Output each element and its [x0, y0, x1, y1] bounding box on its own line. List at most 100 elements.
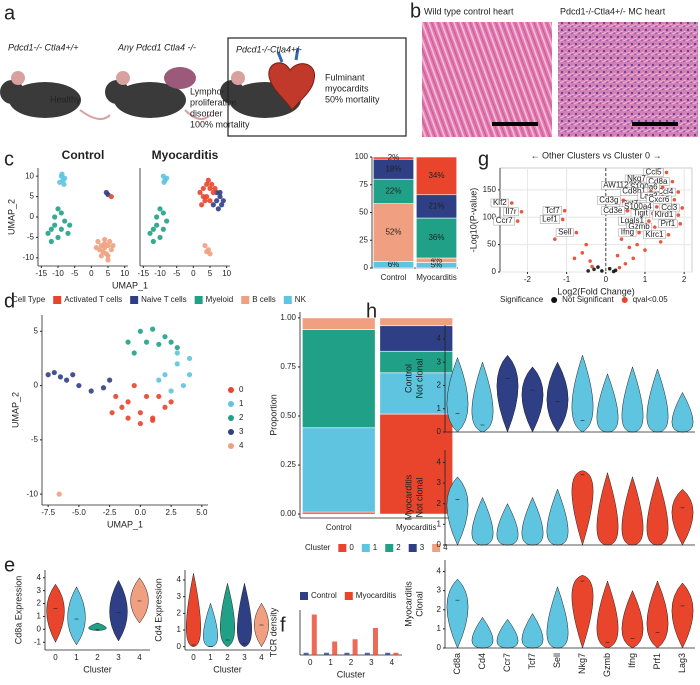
y-tick-label: 50 — [487, 240, 496, 249]
point — [57, 179, 63, 185]
y-tick-label: 100 — [355, 152, 369, 161]
point — [174, 361, 180, 367]
legend-label: Myocarditis — [356, 591, 396, 600]
point-label: Cxcr6 — [648, 195, 669, 204]
x-tick-label: -10 — [154, 269, 166, 278]
point — [168, 388, 174, 394]
legend-label: Activated T cells — [64, 295, 122, 304]
x-tick-label: 4 — [137, 653, 142, 662]
y-tick-label: 0 — [30, 212, 35, 221]
y-tick-label: 0 — [492, 267, 497, 276]
point — [137, 410, 143, 416]
bar-segment — [379, 325, 453, 352]
legend-label: 2 — [396, 543, 401, 552]
point — [666, 232, 671, 237]
point — [63, 377, 70, 383]
point — [635, 242, 639, 247]
label-box — [646, 195, 672, 204]
x-tick-label: Cd8a — [452, 653, 462, 675]
x-tick-label: 5 — [208, 269, 213, 278]
row-label: Not clonal — [414, 358, 424, 398]
y-tick-label: 4 — [437, 334, 442, 343]
x-axis-label: UMAP_1 — [112, 280, 148, 290]
legend-label: Not Significant — [562, 295, 614, 304]
density-strip — [311, 614, 317, 655]
violin — [446, 356, 469, 433]
x-tick-label: 3 — [369, 658, 374, 667]
legend-swatch — [408, 544, 417, 552]
point-label: Tcf7 — [545, 206, 560, 215]
point — [212, 185, 218, 192]
y-axis-label: TCR density — [268, 607, 278, 657]
point-label: Klf2 — [493, 198, 507, 207]
point — [660, 185, 665, 189]
value-label: 34% — [428, 171, 444, 180]
y-axis-label: Cd4 Expression — [153, 578, 163, 642]
legend-label: qval<0.05 — [633, 295, 668, 304]
row-label: Not clonal — [414, 477, 424, 517]
violin — [671, 488, 694, 546]
point — [58, 226, 64, 232]
point — [93, 245, 99, 251]
bar-segment — [379, 317, 453, 327]
point — [143, 393, 150, 400]
point — [55, 206, 61, 212]
point — [143, 339, 150, 345]
x-tick-label: 4 — [390, 658, 395, 667]
y-tick-label: 75 — [359, 180, 368, 189]
point — [199, 202, 205, 208]
point-label: Il7r — [505, 207, 516, 216]
bar-segment — [372, 178, 415, 204]
value-label: 21% — [428, 202, 444, 211]
violin — [596, 471, 619, 546]
point — [168, 399, 174, 405]
y-axis-label: -Log10(P-value) — [468, 188, 478, 253]
legend-label: 0 — [239, 385, 244, 394]
value-label: 36% — [428, 233, 444, 242]
point-label: Ccl3 — [661, 203, 678, 212]
violin — [646, 476, 669, 546]
y-axis-label: Cd8a Expression — [13, 576, 23, 645]
point — [45, 230, 51, 236]
x-tick-label: Cd4 — [477, 653, 487, 670]
legend-label: 2 — [239, 413, 244, 422]
y-tick-label: 1 — [37, 612, 42, 621]
legend-label: 4 — [443, 543, 448, 552]
density-strip — [352, 639, 358, 655]
bar-segment — [415, 156, 458, 196]
y-tick-label: 2 — [437, 381, 442, 390]
x-tick-label: Tcf7 — [527, 653, 537, 670]
point-label: Lef1 — [542, 215, 558, 224]
x-tick-label: 2 — [95, 653, 100, 662]
x-tick-label: -5 — [71, 269, 79, 278]
violin — [571, 470, 594, 546]
point — [160, 226, 166, 232]
x-tick-label: -15 — [36, 269, 48, 278]
y-tick-label: 2 — [177, 608, 182, 617]
violin — [596, 580, 619, 649]
point — [62, 175, 68, 181]
density-strip — [303, 652, 309, 655]
point — [202, 242, 208, 249]
point — [150, 226, 156, 232]
y-tick-label: 3 — [437, 478, 442, 487]
point — [617, 265, 622, 270]
violin — [621, 366, 644, 433]
bar-segment — [415, 217, 458, 259]
x-tick-label: 2 — [225, 653, 230, 662]
x-tick-label: Myocarditis — [396, 523, 436, 532]
violin — [671, 582, 694, 649]
label-box — [490, 198, 510, 208]
point — [109, 410, 115, 416]
bar-segment — [302, 427, 376, 513]
x-tick-label: Lag3 — [677, 653, 687, 673]
point — [125, 399, 131, 405]
x-tick-label: Control — [326, 523, 352, 532]
x-tick-label: -5 — [173, 269, 181, 278]
y-tick-label: 50 — [359, 208, 368, 217]
point — [150, 238, 156, 245]
x-tick-label: Nkg7 — [577, 653, 587, 674]
legend-label: 3 — [239, 427, 244, 436]
point — [168, 339, 174, 345]
point-label: Cd3e — [603, 206, 623, 215]
